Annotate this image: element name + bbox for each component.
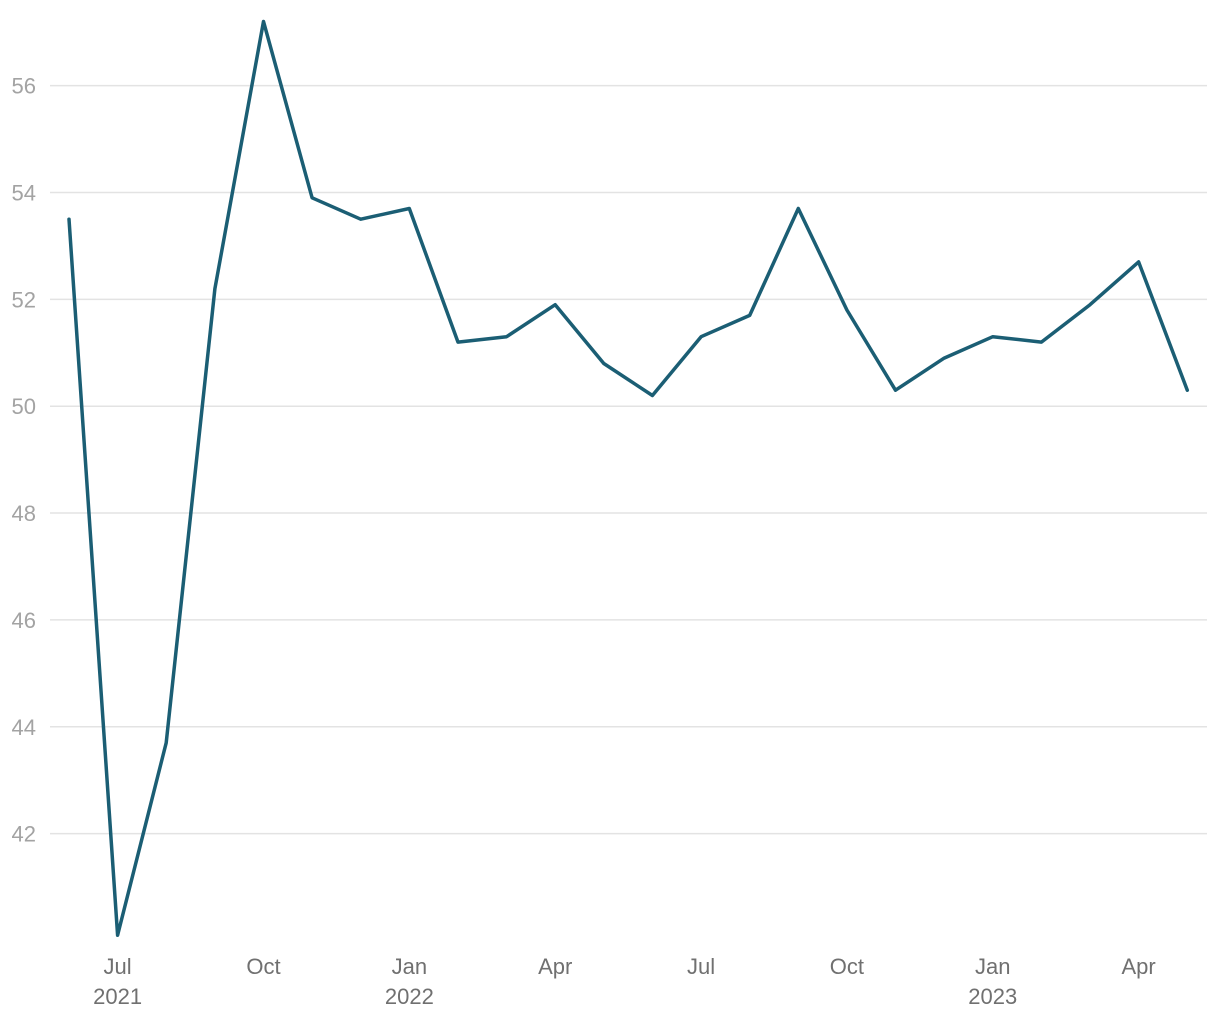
x-tick-label: Apr (538, 954, 572, 979)
x-tick-label: Jan (975, 954, 1010, 979)
y-tick-label: 56 (12, 74, 36, 99)
x-tick-label: Jan (392, 954, 427, 979)
y-tick-label: 48 (12, 501, 36, 526)
y-tick-label: 46 (12, 608, 36, 633)
x-tick-label: Jul (687, 954, 715, 979)
x-tick-label: Oct (246, 954, 280, 979)
x-tick-label: Jul (104, 954, 132, 979)
x-tick-year-label: 2022 (385, 984, 434, 1009)
y-tick-label: 44 (12, 715, 36, 740)
y-tick-label: 54 (12, 180, 36, 205)
x-tick-year-label: 2021 (93, 984, 142, 1009)
y-tick-label: 52 (12, 287, 36, 312)
y-tick-label: 42 (12, 822, 36, 847)
x-tick-label: Apr (1122, 954, 1156, 979)
grid-lines (50, 84, 1207, 835)
series-layer (67, 19, 1190, 937)
y-axis: 42 44 46 48 50 52 54 56 (12, 74, 36, 847)
x-axis: Jul 2021 Oct Jan 2022 Apr Jul Oct Jan 2023 Apr (93, 954, 1156, 1009)
x-tick-year-label: 2023 (968, 984, 1017, 1009)
y-tick-label: 50 (12, 394, 36, 419)
series-line-0 (67, 19, 1190, 937)
x-tick-label: Oct (830, 954, 864, 979)
